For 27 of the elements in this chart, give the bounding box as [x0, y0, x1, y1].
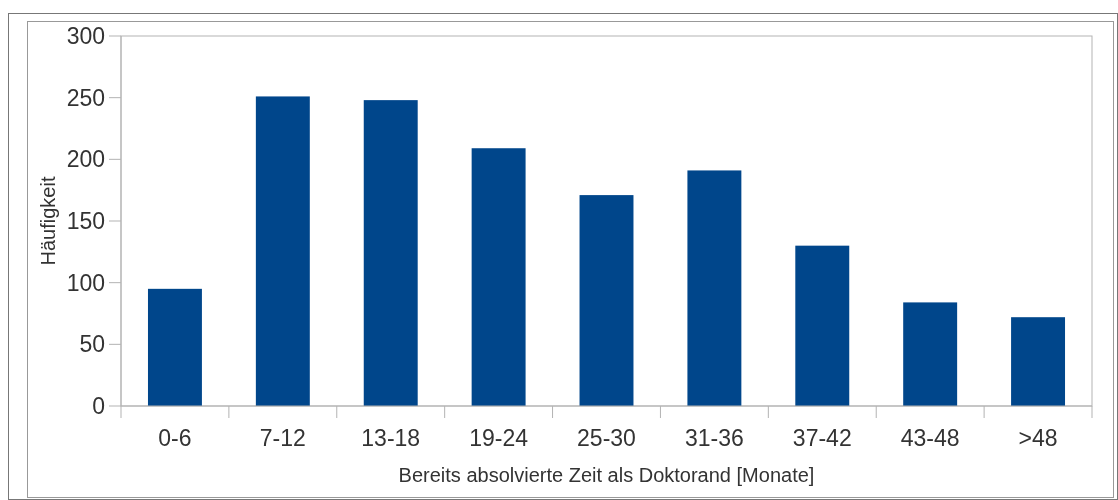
y-tick-label: 200 — [66, 146, 105, 173]
x-tick-label: 25-30 — [577, 425, 636, 451]
y-tick-label: 250 — [66, 84, 105, 111]
x-tick-label: 13-18 — [361, 425, 421, 451]
y-tick-label: 100 — [66, 269, 105, 296]
bar — [687, 170, 742, 406]
x-tick-label: 19-24 — [469, 425, 529, 451]
bar — [471, 148, 526, 406]
y-tick-label: 0 — [92, 393, 105, 420]
bar — [255, 96, 310, 406]
x-tick-label: 37-42 — [792, 425, 852, 451]
y-tick-label: 50 — [79, 331, 105, 358]
bar — [579, 195, 634, 406]
x-tick-label: >48 — [1018, 425, 1058, 451]
x-tick-label: 31-36 — [684, 425, 744, 451]
bar — [903, 302, 958, 406]
x-tick-label: 43-48 — [900, 425, 960, 451]
x-axis-title: Bereits absolvierte Zeit als Doktorand [Monate] — [398, 464, 815, 486]
x-tick-label: 7-12 — [259, 425, 306, 451]
x-tick-label: 0-6 — [158, 425, 192, 451]
bar — [795, 245, 850, 406]
y-tick-label: 150 — [66, 208, 105, 235]
bar — [1011, 317, 1066, 406]
bar — [363, 100, 418, 406]
bar — [147, 288, 202, 406]
y-tick-label: 300 — [66, 23, 105, 50]
y-axis-title: Häufigkeit — [37, 176, 59, 266]
